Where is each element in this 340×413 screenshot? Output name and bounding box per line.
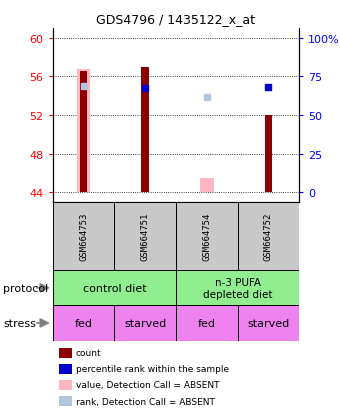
- Text: value, Detection Call = ABSENT: value, Detection Call = ABSENT: [76, 380, 219, 389]
- Bar: [176, 271, 299, 306]
- Bar: [53, 271, 176, 306]
- Text: rank, Detection Call = ABSENT: rank, Detection Call = ABSENT: [76, 396, 215, 406]
- Title: GDS4796 / 1435122_x_at: GDS4796 / 1435122_x_at: [97, 13, 255, 26]
- Bar: [141, 67, 149, 193]
- Bar: [114, 202, 176, 271]
- Text: control diet: control diet: [83, 283, 146, 293]
- Text: fed: fed: [74, 318, 92, 328]
- Bar: [238, 202, 299, 271]
- Text: GSM664752: GSM664752: [264, 212, 273, 261]
- Bar: [265, 116, 272, 193]
- Text: stress: stress: [3, 318, 36, 328]
- Text: GSM664753: GSM664753: [79, 212, 88, 261]
- Text: GSM664754: GSM664754: [202, 212, 211, 261]
- Bar: [176, 202, 238, 271]
- Bar: [238, 306, 299, 341]
- Bar: [53, 202, 114, 271]
- Text: GSM664751: GSM664751: [141, 212, 150, 261]
- Text: fed: fed: [198, 318, 216, 328]
- Bar: [114, 306, 176, 341]
- Text: starved: starved: [124, 318, 166, 328]
- Bar: [77, 69, 90, 193]
- Text: percentile rank within the sample: percentile rank within the sample: [76, 364, 229, 373]
- Text: protocol: protocol: [3, 283, 49, 293]
- Bar: [200, 178, 214, 193]
- Text: starved: starved: [247, 318, 290, 328]
- Bar: [53, 306, 114, 341]
- Bar: [80, 72, 87, 193]
- Text: n-3 PUFA
depleted diet: n-3 PUFA depleted diet: [203, 277, 272, 299]
- Text: count: count: [76, 349, 101, 357]
- Bar: [176, 306, 238, 341]
